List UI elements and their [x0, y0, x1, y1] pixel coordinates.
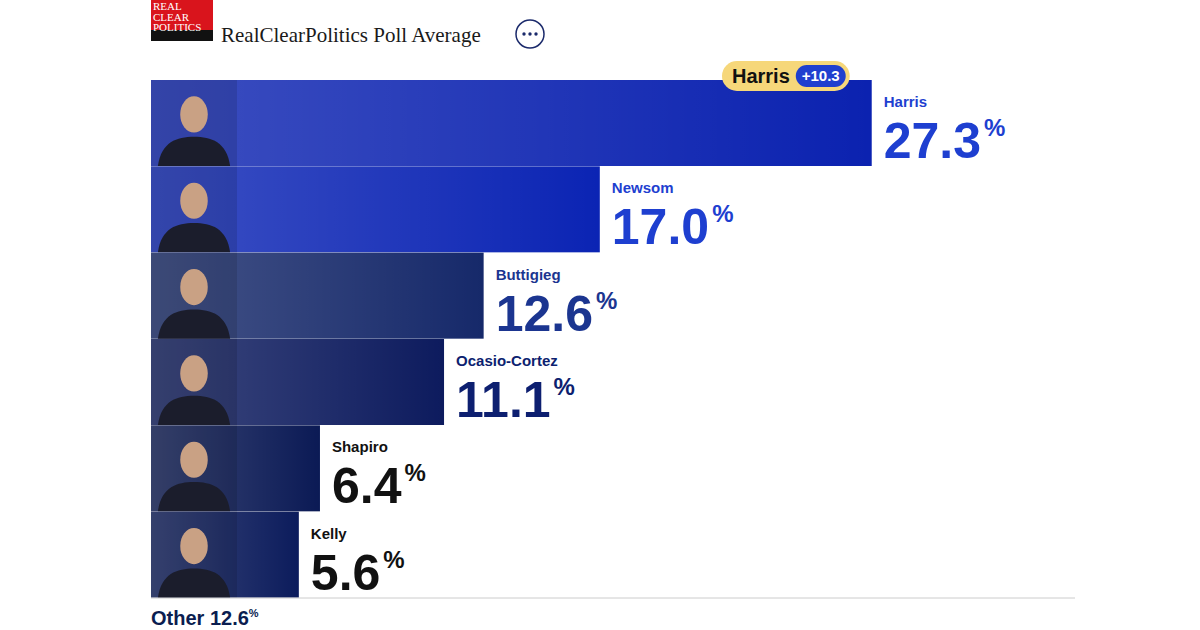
svg-text:12.6%: 12.6%	[496, 286, 618, 342]
svg-text:Shapiro: Shapiro	[332, 438, 388, 455]
svg-text:Kelly: Kelly	[311, 525, 348, 542]
svg-text:17.0%: 17.0%	[612, 199, 734, 255]
svg-text:Ocasio-Cortez: Ocasio-Cortez	[456, 352, 558, 369]
svg-text:RealClearPolitics Poll Average: RealClearPolitics Poll Average	[221, 23, 481, 47]
html-text:Other 12.6%: Other 12.6%	[151, 606, 259, 629]
svg-text:27.3%: 27.3%	[884, 113, 1006, 169]
svg-text:11.1%: 11.1%	[456, 372, 575, 428]
svg-text:Buttigieg: Buttigieg	[496, 266, 561, 283]
svg-text:Harris: Harris	[884, 93, 927, 110]
svg-text:6.4%: 6.4%	[332, 458, 426, 514]
svg-text:Newsom: Newsom	[612, 179, 674, 196]
svg-text:+10.3: +10.3	[802, 67, 840, 84]
svg-text:CLEAR: CLEAR	[153, 10, 190, 23]
svg-text:REAL: REAL	[153, 0, 182, 12]
svg-text:5.6%: 5.6%	[311, 545, 405, 600]
svg-text:POLITICS: POLITICS	[153, 21, 201, 33]
svg-text:Harris: Harris	[732, 65, 790, 87]
